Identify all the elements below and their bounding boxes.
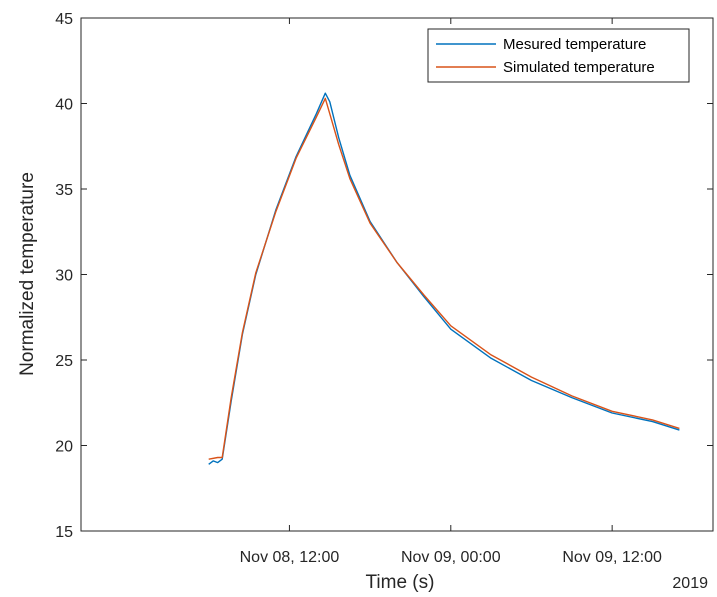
x-tick-label: Nov 08, 12:00 [240, 549, 340, 566]
legend-label-simulated: Simulated temperature [503, 59, 655, 76]
x-axis-title: Time (s) [366, 572, 435, 593]
x-tick-label: Nov 09, 00:00 [401, 549, 501, 566]
x-axis: Nov 08, 12:00 Nov 09, 00:00 Nov 09, 12:00 [240, 18, 662, 566]
x-axis-secondary-label: 2019 [672, 575, 708, 592]
y-tick-label: 30 [55, 268, 73, 285]
y-axis: 15 20 25 30 35 40 45 [55, 11, 713, 541]
x-tick-label: Nov 09, 12:00 [562, 549, 662, 566]
y-tick-label: 25 [55, 353, 73, 370]
legend-box [427, 28, 690, 83]
legend: Mesured temperature Simulated temperatur… [427, 28, 690, 83]
y-axis-title: Normalized temperature [17, 172, 38, 376]
legend-label-measured: Mesured temperature [503, 36, 646, 53]
y-tick-label: 40 [55, 97, 73, 114]
y-tick-label: 20 [55, 439, 73, 456]
series-layer [208, 92, 680, 465]
series-line-simulated [208, 97, 680, 460]
plot-area [81, 18, 713, 531]
y-tick-label: 35 [55, 182, 73, 199]
y-tick-label: 15 [55, 524, 73, 541]
y-tick-label: 45 [55, 11, 73, 28]
